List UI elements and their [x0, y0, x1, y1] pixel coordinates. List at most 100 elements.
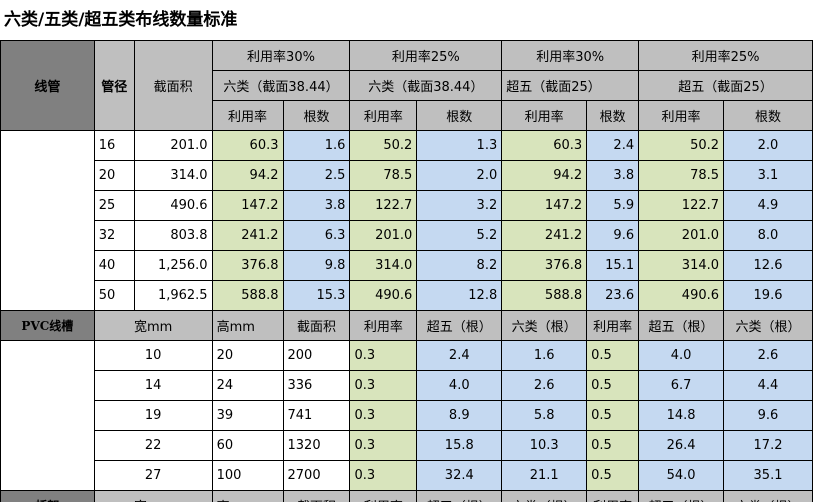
ratio-cell: 490.6	[638, 280, 725, 311]
sub-header-1: 六类（截面38.44）	[211, 70, 351, 101]
ratio-cell: 376.8	[211, 250, 284, 281]
super5-cell: 54.0	[638, 460, 725, 491]
ratio-header: 利用率	[638, 100, 725, 131]
spreadsheet-grid: 线管 管径 截面积 利用率30% 利用率25% 利用率30% 利用率25% 六类…	[0, 40, 813, 502]
pvc-ratio-header-1: 利用率	[349, 310, 418, 341]
pvc-row: 10 20 200 0.3 2.4 1.6 0.5 4.0 2.6	[0, 340, 813, 491]
pipe-row: 40 1,256.0 376.8 9.8 314.0 8.2 376.8 15.1 314.0 1…	[1, 250, 813, 281]
ratio-cell: 50.2	[638, 130, 725, 161]
count-cell: 9.6	[586, 220, 640, 251]
group-header-3: 利用率30%	[501, 40, 640, 71]
pvc-super5-header-2: 超五（根）	[638, 310, 725, 341]
ratio-header: 利用率	[501, 100, 588, 131]
group-header-1: 利用率30%	[211, 40, 351, 71]
count-cell: 12.6	[723, 250, 813, 281]
ratio-cell: 0.3	[349, 400, 418, 431]
pipe-row: 20 314.0 94.2 2.5 78.5 2.0 94.2 3.8 78.5 3.1	[1, 160, 813, 191]
tray-header-row: 桥架 宽mm 高mm 截面积 利用率 超五（根） 六类（根） 利用率 超五（根）…	[0, 490, 813, 502]
super5-cell: 26.4	[638, 430, 725, 461]
ratio-cell: 50.2	[349, 130, 418, 161]
count-cell: 5.2	[416, 220, 503, 251]
diameter-cell: 16	[93, 130, 135, 161]
sub-header-4: 超五（截面25）	[638, 70, 813, 101]
diameter-cell: 50	[93, 280, 135, 311]
area-cell: 2700	[282, 460, 351, 491]
ratio-cell: 376.8	[501, 250, 588, 281]
sheet-title: 六类/五类/超五类布线数量标准	[4, 10, 238, 30]
ratio-cell: 94.2	[211, 160, 284, 191]
cat6-cell: 35.1	[723, 460, 813, 491]
ratio-cell: 201.0	[349, 220, 418, 251]
ratio-cell: 314.0	[349, 250, 418, 281]
ratio-header: 利用率	[211, 100, 284, 131]
pvc-row: 22 60 1320 0.3 15.8 10.3 0.5 26.4 17.2	[1, 430, 813, 461]
height-cell: 24	[211, 370, 284, 401]
ratio-cell: 147.2	[501, 190, 588, 221]
count-cell: 9.8	[282, 250, 351, 281]
area-cell: 1,256.0	[133, 250, 213, 281]
super5-cell: 4.0	[638, 340, 725, 371]
pvc-cat6-header-2: 六类（根）	[723, 310, 813, 341]
area-cell: 1320	[282, 430, 351, 461]
count-cell: 1.3	[416, 130, 503, 161]
area-cell: 200	[282, 340, 351, 371]
pvc-super5-header-1: 超五（根）	[416, 310, 503, 341]
ratio-cell: 60.3	[211, 130, 284, 161]
count-cell: 3.2	[416, 190, 503, 221]
height-cell: 20	[211, 340, 284, 371]
ratio-cell: 147.2	[211, 190, 284, 221]
super5-cell: 6.7	[638, 370, 725, 401]
count-cell: 5.9	[586, 190, 640, 221]
header-row-3: 利用率 根数 利用率 根数 利用率 根数 利用率 根数	[1, 100, 813, 131]
pipe-rows: 16 201.0 60.3 1.6 50.2 1.3 60.3 2.4 50.2 2.0 20 314…	[0, 130, 813, 311]
count-cell: 23.6	[586, 280, 640, 311]
ratio-cell: 588.8	[211, 280, 284, 311]
tray-height-header: 高mm	[211, 490, 284, 502]
count-cell: 2.0	[723, 130, 813, 161]
width-cell: 10	[93, 340, 213, 371]
ratio-cell: 78.5	[349, 160, 418, 191]
diameter-cell: 25	[93, 190, 135, 221]
super5-cell: 15.8	[416, 430, 503, 461]
pvc-cat6-header-1: 六类（根）	[501, 310, 588, 341]
tray-cat6-header-1: 六类（根）	[501, 490, 588, 502]
width-cell: 14	[93, 370, 213, 401]
pvc-trunking-header: PVC线槽	[0, 310, 95, 341]
header-row-2: 六类（截面38.44） 六类（截面38.44） 超五（截面25） 超五（截面25…	[1, 70, 813, 101]
diameter-cell: 32	[93, 220, 135, 251]
group-header-2: 利用率25%	[349, 40, 503, 71]
ratio-cell: 241.2	[211, 220, 284, 251]
ratio-cell: 0.3	[349, 340, 418, 371]
count-cell: 2.4	[586, 130, 640, 161]
super5-cell: 8.9	[416, 400, 503, 431]
cat6-cell: 21.1	[501, 460, 588, 491]
sub-header-3: 超五（截面25）	[501, 70, 640, 101]
ratio-cell: 588.8	[501, 280, 588, 311]
ratio-cell: 314.0	[638, 250, 725, 281]
count-cell: 3.8	[282, 190, 351, 221]
pvc-row: 19 39 741 0.3 8.9 5.8 0.5 14.8 9.6	[1, 400, 813, 431]
pvc-width-header: 宽mm	[93, 310, 213, 341]
tray-ratio-header-2: 利用率	[586, 490, 640, 502]
pvc-ratio-header-2: 利用率	[586, 310, 640, 341]
cat6-cell: 10.3	[501, 430, 588, 461]
width-cell: 22	[93, 430, 213, 461]
cable-tray-header: 桥架	[0, 490, 95, 502]
count-cell: 3.1	[723, 160, 813, 191]
count-cell: 15.1	[586, 250, 640, 281]
ratio-cell: 60.3	[501, 130, 588, 161]
ratio-cell: 201.0	[638, 220, 725, 251]
cat6-cell: 9.6	[723, 400, 813, 431]
width-cell: 19	[93, 400, 213, 431]
tray-cat6-header-2: 六类（根）	[723, 490, 813, 502]
cat6-cell: 17.2	[723, 430, 813, 461]
pipe-row: 50 1,962.5 588.8 15.3 490.6 12.8 588.8 23.6 490.…	[1, 280, 813, 311]
count-cell: 12.8	[416, 280, 503, 311]
cat6-cell: 5.8	[501, 400, 588, 431]
count-cell: 15.3	[282, 280, 351, 311]
width-cell: 27	[93, 460, 213, 491]
area-cell: 741	[282, 400, 351, 431]
area-cell: 803.8	[133, 220, 213, 251]
tray-super5-header-1: 超五（根）	[416, 490, 503, 502]
pipe-row: 32 803.8 241.2 6.3 201.0 5.2 241.2 9.6 201.0 8.0	[1, 220, 813, 251]
